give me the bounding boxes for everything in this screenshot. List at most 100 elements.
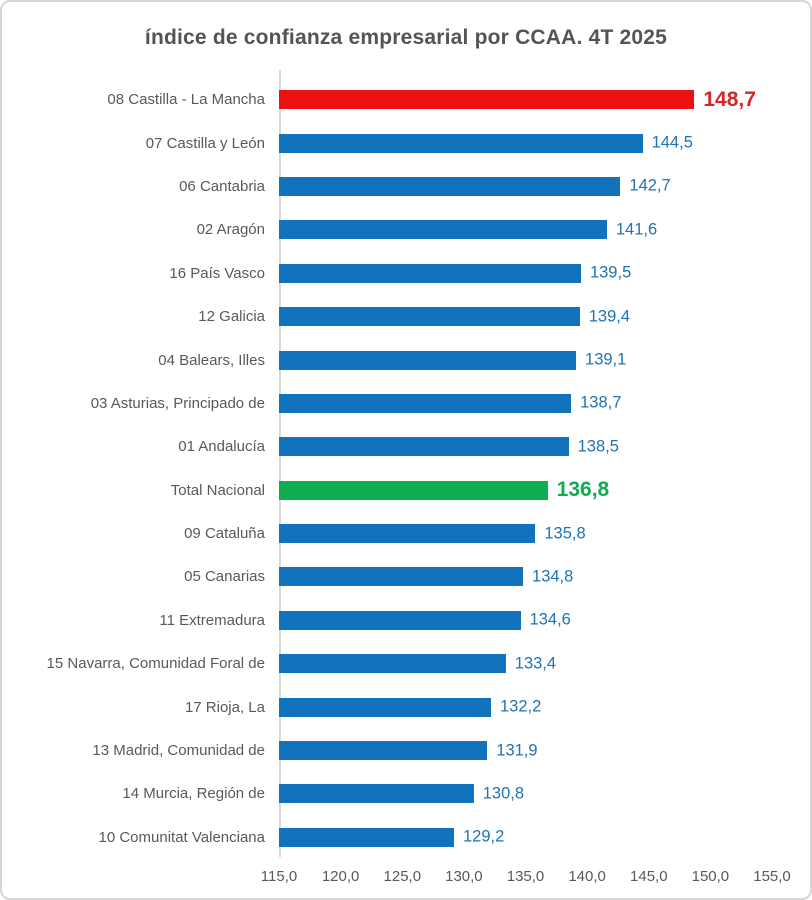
value-label: 141,6 (615, 220, 658, 239)
bar-row: 07 Castilla y León 144,5 (14, 121, 798, 164)
x-tick-label: 125,0 (383, 868, 422, 886)
bar-track: 139,5 (279, 252, 798, 295)
bar-row: 16 País Vasco 139,5 (14, 252, 798, 295)
bar (279, 90, 695, 110)
bar-track: 148,7 (279, 78, 798, 121)
category-label: 11 Extremadura (159, 611, 265, 629)
x-tick-label: 145,0 (630, 868, 668, 886)
value-label: 139,5 (589, 263, 632, 282)
value-label: 139,4 (588, 307, 631, 326)
bar-track: 134,6 (279, 599, 798, 642)
bar-track: 131,9 (279, 729, 798, 772)
bar (279, 784, 474, 804)
value-label: 144,5 (651, 133, 693, 152)
category-label: Total Nacional (170, 481, 265, 499)
bar (279, 133, 643, 153)
x-tick-label: 130,0 (445, 868, 483, 886)
bar (279, 827, 454, 847)
category-label: 03 Asturias, Principado de (90, 394, 265, 412)
bar-track: 141,6 (279, 208, 798, 251)
bar-track: 134,8 (279, 555, 798, 598)
category-label: 05 Canarias (184, 568, 265, 586)
bar (279, 610, 521, 630)
bar (279, 567, 523, 587)
bar (279, 480, 548, 500)
category-label: 12 Galicia (198, 308, 265, 326)
x-tick-label: 150,0 (691, 868, 730, 886)
bar-track: 138,7 (279, 382, 798, 425)
value-label: 131,9 (496, 741, 538, 760)
bar-row: 11 Extremadura 134,6 (14, 599, 798, 642)
bar (279, 176, 621, 196)
category-label: 17 Rioja, La (184, 698, 265, 716)
bar-track: 135,8 (279, 512, 798, 555)
plot-area: 08 Castilla - La Mancha 148,7 07 Castilla … (14, 70, 798, 893)
bar-row: 17 Rioja, La 132,2 (14, 685, 798, 728)
bar (279, 697, 491, 717)
value-label: 134,6 (529, 610, 571, 629)
bar-row: 08 Castilla - La Mancha 148,7 (14, 78, 798, 121)
value-label: 134,8 (532, 567, 574, 586)
bar (279, 524, 536, 544)
category-label: 16 País Vasco (169, 264, 265, 282)
value-label: 129,2 (463, 827, 505, 846)
category-label: 15 Navarra, Comunidad Foral de (46, 655, 265, 673)
value-label: 138,7 (580, 393, 622, 412)
category-label: 02 Aragón (196, 221, 265, 239)
bar (279, 263, 581, 283)
bar (279, 437, 569, 457)
x-tick-label: 155,0 (753, 868, 791, 886)
bar-track: 132,2 (279, 685, 798, 728)
value-label: 130,8 (482, 784, 525, 803)
bar-row: 13 Madrid, Comunidad de 131,9 (14, 729, 798, 772)
bar-row: 04 Balears, Illes 139,1 (14, 338, 798, 381)
bar-row: 15 Navarra, Comunidad Foral de 133,4 (14, 642, 798, 685)
bar (279, 393, 572, 413)
x-tick-label: 140,0 (568, 868, 606, 886)
category-label: 10 Comunitat Valenciana (98, 828, 266, 846)
category-label: 08 Castilla - La Mancha (107, 91, 265, 109)
value-label: 138,5 (577, 437, 619, 456)
chart-title: índice de confianza empresarial por CCAA… (144, 26, 668, 49)
bar (279, 307, 580, 327)
category-label: 04 Balears, Illes (158, 351, 265, 369)
x-tick-label: 120,0 (321, 868, 360, 886)
bar (279, 654, 506, 674)
bar-row: 10 Comunitat Valenciana 129,2 (14, 816, 798, 859)
bar-row: 12 Galicia 139,4 (14, 295, 798, 338)
category-label: 06 Cantabria (179, 177, 265, 195)
bar-row: 05 Canarias 134,8 (14, 555, 798, 598)
bar-track: 144,5 (279, 121, 798, 164)
bar-row: 06 Cantabria 142,7 (14, 165, 798, 208)
bar (279, 220, 607, 240)
value-label: 139,1 (585, 350, 627, 369)
category-label: 01 Andalucía (178, 438, 265, 456)
x-tick-label: 135,0 (506, 868, 545, 886)
bar-row: 09 Cataluña 135,8 (14, 512, 798, 555)
value-label: 132,2 (499, 697, 542, 716)
bar (279, 741, 488, 761)
category-label: 14 Murcia, Región de (122, 785, 265, 803)
bar-track: 139,1 (279, 338, 798, 381)
bar-track: 130,8 (279, 772, 798, 815)
category-label: 07 Castilla y León (145, 134, 265, 152)
bar-track: 142,7 (279, 165, 798, 208)
bar-track: 139,4 (279, 295, 798, 338)
value-label: 133,4 (514, 654, 557, 673)
bar-rows: 08 Castilla - La Mancha 148,7 07 Castilla … (14, 70, 798, 859)
bar-row: Total Nacional 136,8 (14, 469, 798, 512)
bar-row: 03 Asturias, Principado de 138,7 (14, 382, 798, 425)
x-tick-label: 115,0 (260, 868, 298, 886)
y-axis-line (279, 70, 281, 858)
bar-track: 138,5 (279, 425, 798, 468)
bar (279, 350, 576, 370)
category-label: 09 Cataluña (184, 525, 265, 543)
bar-track: 136,8 (279, 469, 798, 512)
value-label: 142,7 (629, 176, 671, 195)
value-label: 135,8 (544, 524, 586, 543)
bar-track: 133,4 (279, 642, 798, 685)
x-axis: 115,0 120,0 125,0 130,0 135,0 140,0 145,0 150,0… (261, 859, 798, 893)
bar-row: 01 Andalucía 138,5 (14, 425, 798, 468)
category-label: 13 Madrid, Comunidad de (92, 742, 265, 760)
